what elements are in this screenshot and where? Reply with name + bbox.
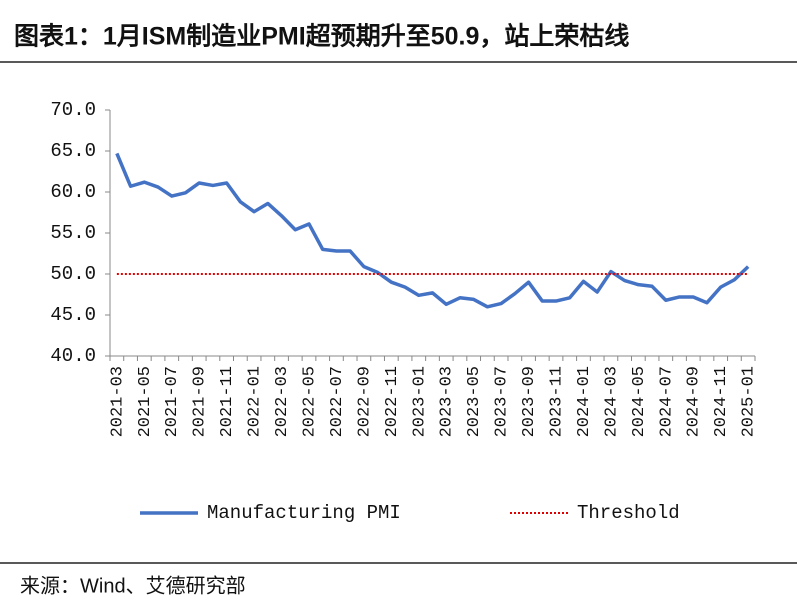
y-tick-label: 45.0 [50,304,96,326]
x-tick-label: 2023-09 [520,366,539,437]
x-tick-label: 2021-05 [136,366,155,437]
x-tick-label: 2022-05 [300,366,319,437]
x-tick-label: 2023-03 [438,366,457,437]
y-tick-label: 65.0 [50,140,96,162]
y-tick-label: 60.0 [50,181,96,203]
x-tick-label: 2021-07 [163,366,182,437]
y-tick-label: 55.0 [50,222,96,244]
x-tick-label: 2023-07 [493,366,512,437]
legend-label: Manufacturing PMI [207,502,401,524]
x-tick-label: 2024-05 [630,366,649,437]
source-note: 来源：Wind、艾德研究部 [20,574,246,597]
y-tick-label: 50.0 [50,263,96,285]
x-tick-label: 2024-11 [712,366,731,437]
x-tick-label: 2024-09 [685,366,704,437]
y-tick-label: 40.0 [50,345,96,367]
x-tick-label: 2024-07 [657,366,676,437]
y-tick-label: 70.0 [50,99,96,121]
x-tick-label: 2024-03 [602,366,621,437]
x-tick-label: 2024-01 [575,366,594,437]
x-tick-label: 2023-11 [547,366,566,437]
x-tick-label: 2022-03 [273,366,292,437]
legend-label: Threshold [577,502,680,524]
x-tick-label: 2022-07 [328,366,347,437]
x-tick-label: 2023-05 [465,366,484,437]
x-tick-label: 2021-03 [108,366,127,437]
chart-title: 图表1：1月ISM制造业PMI超预期升至50.9，站上荣枯线 [14,22,629,51]
x-tick-label: 2022-11 [383,366,402,437]
x-tick-label: 2023-01 [410,366,429,437]
x-tick-label: 2021-09 [191,366,210,437]
x-tick-label: 2022-09 [355,366,374,437]
x-tick-label: 2025-01 [740,366,759,437]
x-tick-label: 2021-11 [218,366,237,437]
series-line [115,152,750,309]
x-tick-label: 2022-01 [246,366,265,437]
